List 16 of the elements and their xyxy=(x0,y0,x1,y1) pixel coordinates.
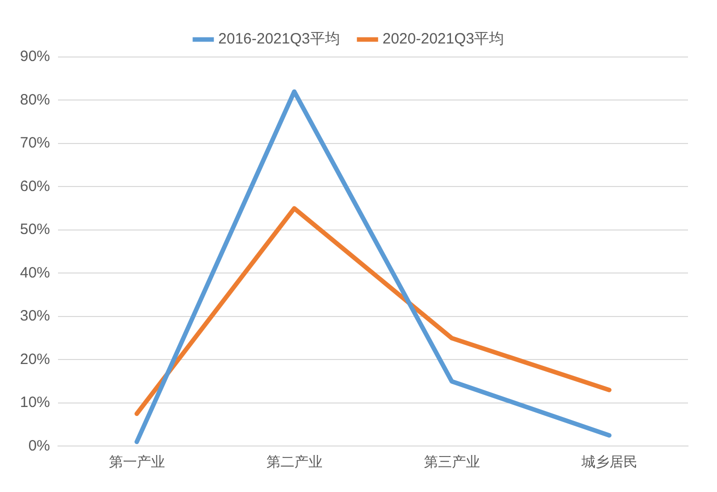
legend-label: 2020-2021Q3平均 xyxy=(382,30,504,48)
y-tick-label: 20% xyxy=(20,350,50,368)
y-tick-label: 80% xyxy=(20,91,50,108)
y-tick-label: 0% xyxy=(28,437,50,454)
y-tick-label: 90% xyxy=(20,48,50,66)
x-tick-label: 第一产业 xyxy=(108,453,165,470)
y-tick-label: 30% xyxy=(20,308,50,325)
y-tick-label: 60% xyxy=(20,178,50,195)
x-tick-label: 第三产业 xyxy=(424,453,480,470)
legend-label: 2016-2021Q3平均 xyxy=(218,30,340,48)
x-tick-label: 第二产业 xyxy=(266,453,322,470)
y-tick-label: 40% xyxy=(20,264,50,282)
x-tick-label: 城乡居民 xyxy=(580,453,638,470)
y-tick-label: 50% xyxy=(20,221,50,238)
y-tick-label: 70% xyxy=(20,134,50,152)
y-tick-label: 10% xyxy=(20,394,50,412)
